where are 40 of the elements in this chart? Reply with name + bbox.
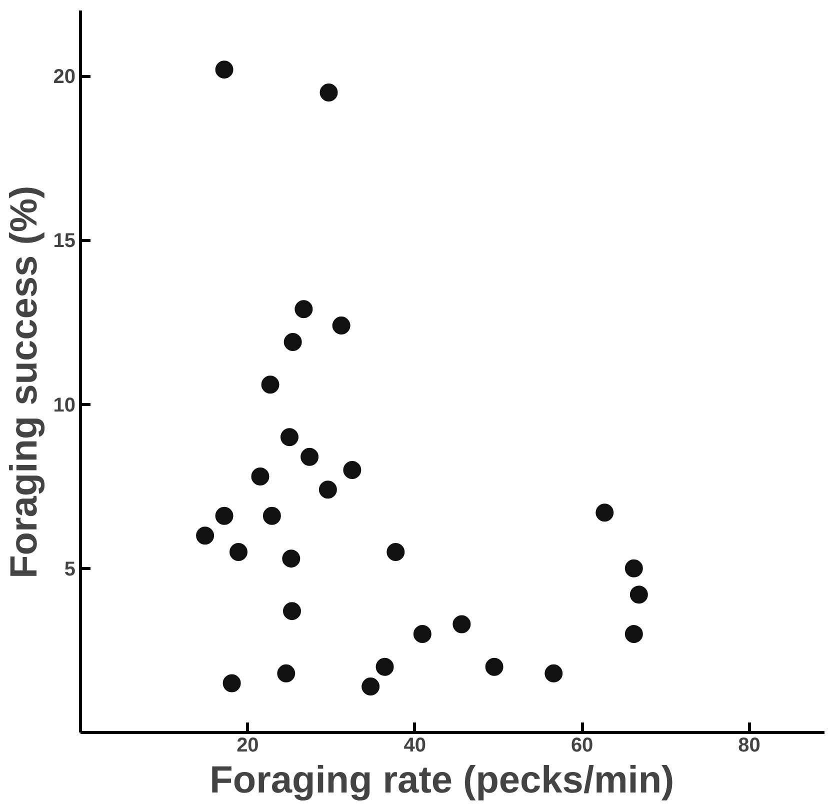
- point: [280, 428, 298, 446]
- point: [630, 586, 648, 604]
- point: [624, 625, 643, 644]
- point: [318, 480, 337, 499]
- point: [332, 316, 350, 335]
- y-axis-title: Foraging success (%): [3, 186, 46, 578]
- x-axis-title: Foraging rate (pecks/min): [210, 760, 674, 802]
- point: [262, 506, 281, 525]
- point: [452, 615, 471, 634]
- x-tick-label: 80: [738, 734, 760, 756]
- point: [376, 658, 394, 676]
- point: [294, 300, 313, 318]
- point: [386, 543, 405, 561]
- x-tick-label: 60: [570, 734, 594, 756]
- point: [596, 504, 614, 522]
- point: [215, 506, 234, 525]
- point: [251, 468, 270, 486]
- point: [282, 602, 301, 620]
- y-tick-label: 5: [64, 558, 76, 580]
- point: [215, 60, 234, 79]
- point: [320, 84, 338, 102]
- point: [282, 550, 300, 568]
- point: [485, 658, 504, 676]
- y-tick-label: 10: [53, 394, 76, 416]
- point: [277, 664, 296, 682]
- point: [362, 678, 380, 696]
- point: [544, 664, 563, 682]
- point: [413, 625, 432, 644]
- point: [229, 543, 248, 561]
- point: [261, 376, 280, 394]
- point: [284, 332, 302, 351]
- point: [196, 526, 214, 545]
- y-tick-label: 15: [53, 230, 76, 252]
- x-tick-label: 20: [236, 734, 259, 756]
- point: [300, 448, 319, 466]
- point: [222, 674, 241, 692]
- y-tick-label: 20: [53, 66, 76, 88]
- x-tick-label: 40: [404, 734, 426, 756]
- point: [343, 460, 362, 479]
- point: [624, 559, 643, 578]
